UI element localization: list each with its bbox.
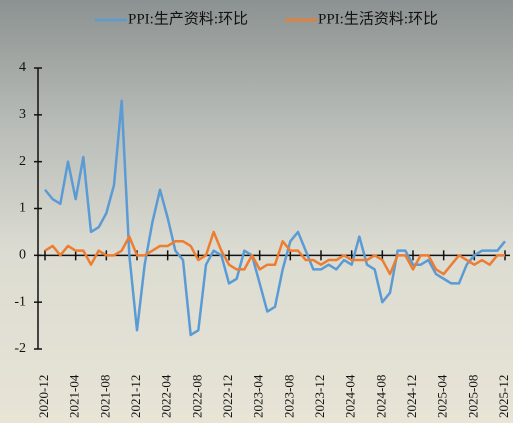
y-tick-label: 3 xyxy=(19,107,26,122)
x-tick-label: 2024-08 xyxy=(373,375,388,418)
x-tick-label: 2021-04 xyxy=(67,374,82,418)
series-line xyxy=(44,230,505,276)
y-tick-label: 1 xyxy=(19,201,26,216)
y-tick-label: 0 xyxy=(19,248,26,263)
y-tick-label: 4 xyxy=(19,60,26,75)
x-tick-label: 2024-12 xyxy=(404,375,419,418)
y-tick-label: 2 xyxy=(19,154,26,169)
x-tick-label: 2025-04 xyxy=(435,374,450,418)
x-tick-label: 2025-12 xyxy=(496,375,511,418)
x-tick-label: 2022-12 xyxy=(220,375,235,418)
x-tick-label: 2020-12 xyxy=(36,375,51,418)
y-tick-label: -2 xyxy=(14,341,26,356)
series-line xyxy=(44,99,506,337)
x-tick-label: 2022-04 xyxy=(159,374,174,418)
x-tick-label: 2023-12 xyxy=(312,375,327,418)
x-tick-label: 2023-08 xyxy=(281,375,296,418)
y-tick-label: -1 xyxy=(14,294,26,309)
legend-label: PPI:生产资料:环比 xyxy=(128,10,248,27)
x-tick-label: 2021-08 xyxy=(97,375,112,418)
x-tick-label: 2023-04 xyxy=(251,374,266,418)
x-tick-label: 2024-04 xyxy=(343,374,358,418)
x-tick-label: 2021-12 xyxy=(128,375,143,418)
x-tick-label: 2025-08 xyxy=(465,375,480,418)
x-tick-label: 2022-08 xyxy=(189,375,204,418)
legend-label: PPI:生活资料:环比 xyxy=(318,10,438,27)
